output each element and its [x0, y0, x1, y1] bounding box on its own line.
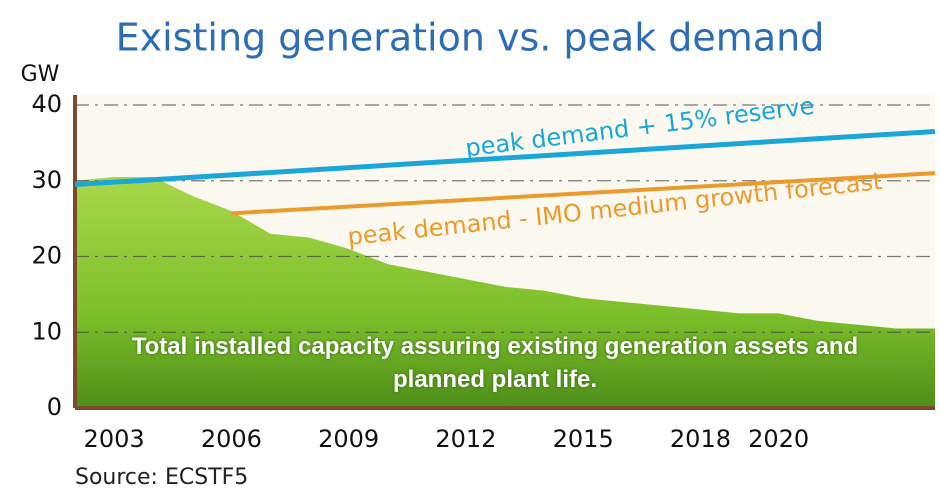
source: Source: ECSTF5	[75, 465, 248, 490]
x-tick-label: 2018	[670, 425, 731, 453]
x-tick-label: 2006	[201, 425, 262, 453]
chart-title: Existing generation vs. peak demand	[116, 16, 825, 60]
page: Existing generation vs. peak demand GW S…	[0, 0, 940, 493]
capacity-annotation: Total installed capacity assuring existi…	[95, 330, 895, 396]
chart: Existing generation vs. peak demand GW S…	[0, 0, 940, 493]
x-tick-label: 2020	[748, 425, 809, 453]
y-tick-label: 40	[31, 90, 62, 118]
y-tick-label: 30	[31, 166, 62, 194]
y-tick-label: 10	[31, 317, 62, 345]
y-tick-label: 20	[31, 242, 62, 270]
x-tick-label: 2003	[84, 425, 145, 453]
y-tick-label: 0	[47, 393, 62, 421]
x-tick-label: 2009	[318, 425, 379, 453]
y-axis-label: GW	[21, 62, 60, 87]
x-tick-label: 2015	[553, 425, 614, 453]
x-tick-label: 2012	[435, 425, 496, 453]
